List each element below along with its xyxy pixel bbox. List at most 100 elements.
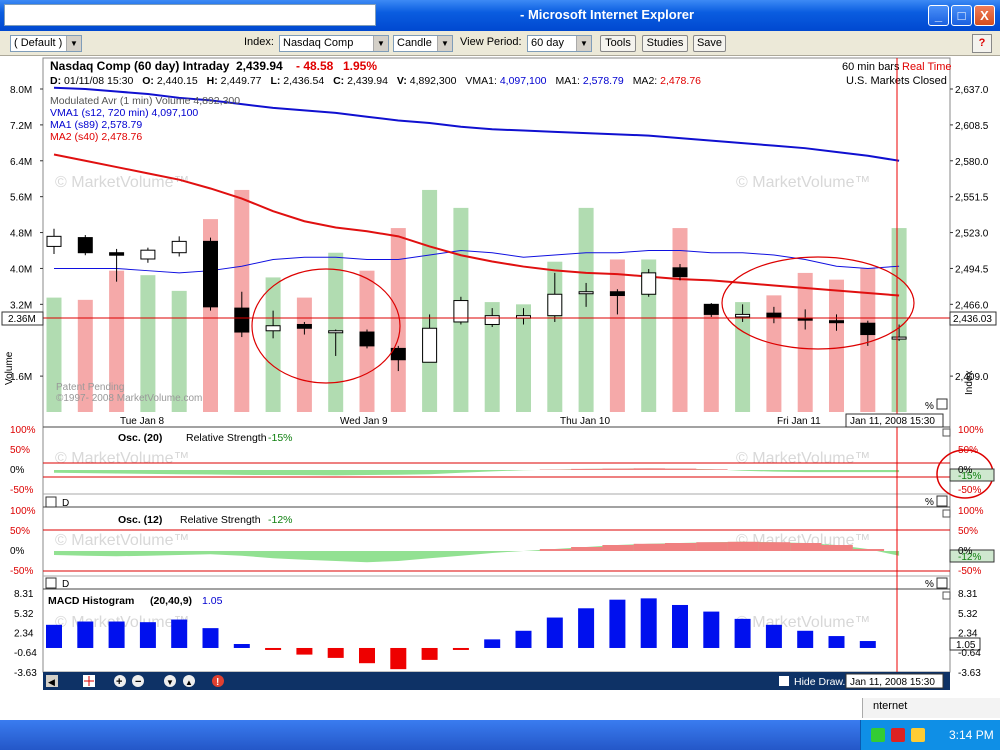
candle-body: [46, 235, 62, 247]
tray-app-icon[interactable]: [871, 728, 885, 742]
macd-bar: [515, 630, 532, 648]
ma2-line: [53, 153, 900, 297]
tray-network-icon[interactable]: [911, 728, 925, 742]
chart-canvas[interactable]: Nasdaq Comp (60 day) Intraday 2,439.94 -…: [0, 56, 1000, 690]
osc2-marker: [949, 549, 995, 563]
panel-close-icon[interactable]: [942, 591, 951, 600]
layout-select[interactable]: ( Default ) ▼: [10, 35, 82, 52]
candle-body: [140, 249, 156, 260]
osc-tick-left: 0%: [10, 465, 25, 476]
zone-label: nternet: [873, 700, 908, 712]
macd-bar: [233, 644, 250, 648]
chart-type-select[interactable]: Candle ▼: [393, 35, 453, 52]
system-tray: 3:14 PM: [860, 720, 1000, 750]
maximize-button[interactable]: □: [951, 5, 972, 26]
volume-bar: [766, 295, 782, 412]
panel-close-icon[interactable]: [942, 509, 951, 518]
chevron-down-icon: ▼: [576, 36, 591, 51]
alert-icon[interactable]: [212, 675, 224, 687]
macd-bar: [265, 647, 282, 650]
hide-draw-checkbox[interactable]: [779, 676, 789, 686]
zoom-out-icon[interactable]: [132, 675, 144, 687]
watermark-text: © MarketVolume™: [736, 614, 871, 631]
macd-bar: [797, 630, 814, 648]
help-button[interactable]: ?: [972, 34, 992, 53]
volume-tick-label: 5.6M: [10, 193, 32, 204]
osc1-d-checkbox[interactable]: [45, 496, 57, 508]
macd-bar: [828, 636, 845, 648]
move-down-glyph: ▼: [166, 678, 174, 687]
osc-tick-right: -50%: [958, 566, 981, 577]
vma1-line: [54, 249, 900, 274]
osc1-title: Osc. (20): [118, 432, 162, 444]
osc2-positive: [539, 549, 572, 551]
macd-bar: [108, 621, 125, 648]
ma1-line: [53, 86, 900, 162]
pct-checkbox[interactable]: [936, 577, 948, 589]
legend-ma1: MA1 (s89) 2,578.79: [50, 119, 142, 131]
macd-tick-left: -0.64: [14, 648, 37, 659]
chart-area[interactable]: Nasdaq Comp (60 day) Intraday 2,439.94 -…: [0, 56, 1000, 690]
macd-marker: [949, 637, 981, 651]
macd-bar: [46, 624, 62, 648]
osc-tick-left: 50%: [10, 445, 30, 456]
volume-bar: [609, 259, 625, 412]
tools-button[interactable]: Tools: [600, 35, 636, 52]
tray-mail-icon[interactable]: [891, 728, 905, 742]
index-tick-label: 2,580.0: [955, 157, 989, 168]
macd-bar: [359, 647, 375, 664]
move-up-icon[interactable]: [183, 675, 195, 687]
studies-button[interactable]: Studies: [642, 35, 688, 52]
index-select[interactable]: Nasdaq Comp ▼: [279, 35, 389, 52]
panel-close-icon[interactable]: [942, 428, 951, 437]
macd-bar: [765, 624, 782, 648]
pct-checkbox[interactable]: [936, 398, 948, 410]
pct-checkbox[interactable]: [936, 495, 948, 507]
view-period-select[interactable]: 60 day ▼: [527, 35, 592, 52]
osc1-marker: [949, 468, 995, 482]
save-button[interactable]: Save: [693, 35, 726, 52]
osc2-positive: [790, 543, 822, 551]
osc-tick-left: -50%: [10, 566, 33, 577]
minimize-button[interactable]: _: [928, 5, 949, 26]
bars-label: 60 min bars: [842, 61, 900, 73]
zone-panel: nternet: [862, 698, 1000, 718]
window-titlebar: - Microsoft Internet Explorer _ □ X: [0, 0, 1000, 31]
left-price-marker: [1, 311, 44, 326]
candle-body: [234, 307, 250, 333]
move-down-icon[interactable]: [164, 675, 176, 687]
candle-body: [296, 323, 312, 329]
volume-bar: [109, 270, 125, 412]
zoom-in-icon[interactable]: [114, 675, 126, 687]
x-axis-label: Tue Jan 8: [120, 416, 165, 427]
osc1-positive: [602, 468, 634, 470]
candle-body: [609, 291, 625, 297]
osc2-positive: [821, 545, 853, 551]
left-price-marker-text: 2.36M: [8, 314, 36, 325]
taskbar: [0, 720, 1000, 750]
candle-body: [359, 331, 375, 347]
clock: 3:14 PM: [949, 728, 994, 742]
x-axis-label: Wed Jan 9: [340, 416, 388, 427]
macd-title: MACD Histogram: [48, 595, 134, 607]
realtime-label: Real Time: [902, 61, 952, 73]
price-candles: [46, 228, 907, 372]
volume-bar: [641, 259, 657, 412]
osc2-d-checkbox[interactable]: [45, 577, 57, 589]
close-button[interactable]: X: [974, 5, 995, 26]
macd-bar: [734, 618, 751, 648]
osc-tick-left: -50%: [10, 485, 33, 496]
hide-draw-label: Hide Draw.: [794, 676, 845, 688]
index-tick-label: 2,551.5: [955, 193, 989, 204]
index-axis-title: Index: [964, 371, 975, 395]
osc1-positive: [696, 469, 728, 470]
scroll-left-button[interactable]: [46, 675, 58, 687]
osc1-positive: [665, 468, 697, 470]
candle-body: [641, 272, 657, 295]
right-axis: 2,637.0 2,608.5 2,580.0 2,551.5 2,523.0 2,494…: [950, 85, 989, 383]
osc2-marker-text: -12%: [958, 552, 981, 563]
macd-tick-right: 5.32: [958, 609, 978, 620]
osc2-title: Osc. (12): [118, 514, 162, 526]
macd-bar: [546, 617, 563, 648]
volume-bar: [265, 277, 281, 412]
